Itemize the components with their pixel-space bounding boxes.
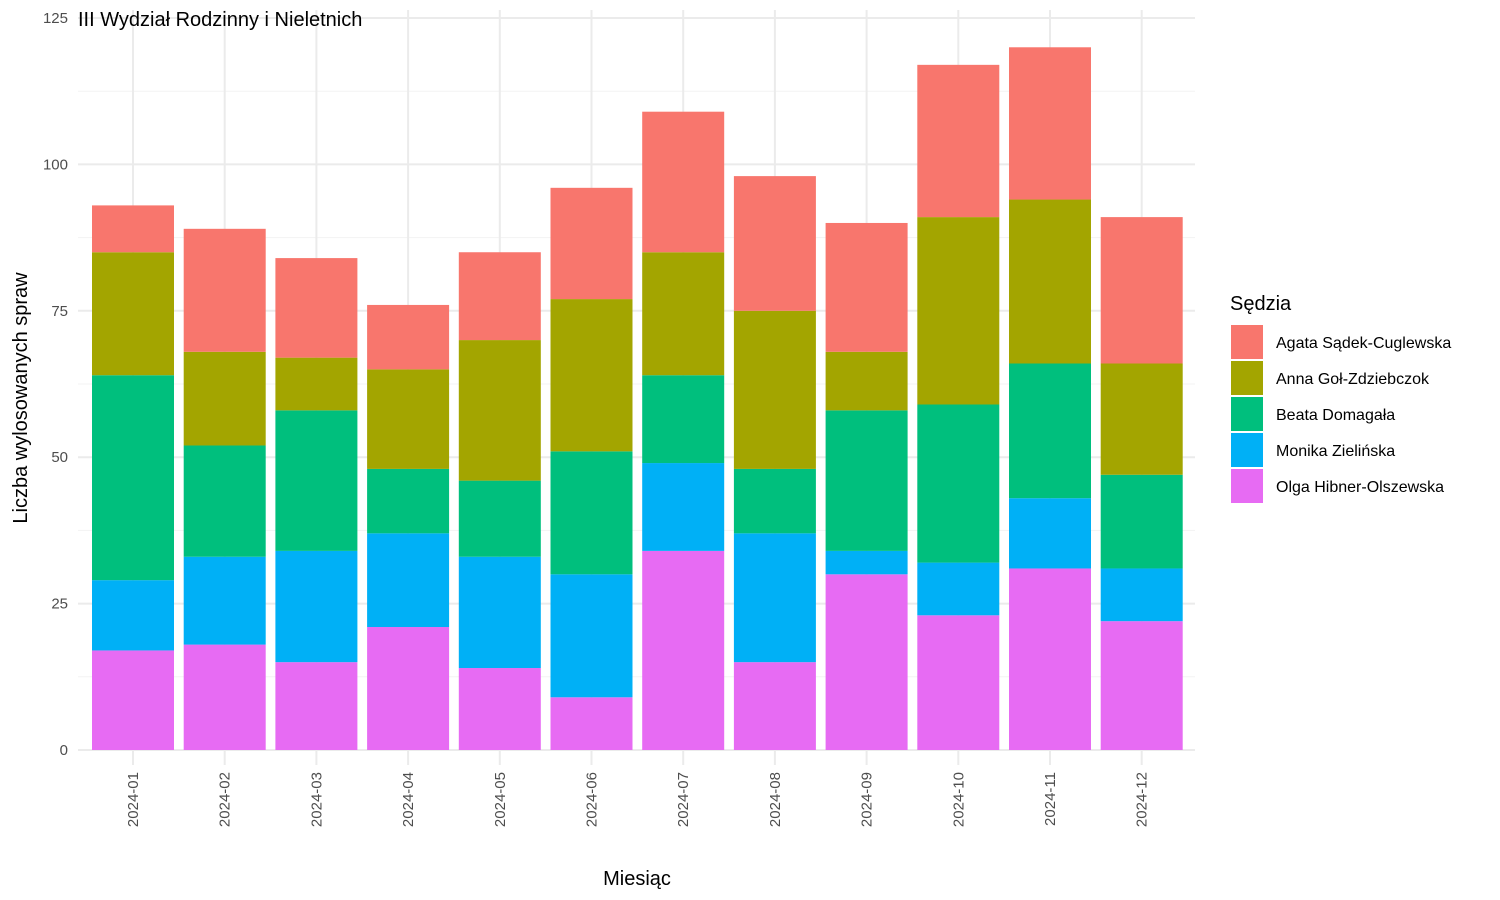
bar-segment — [458, 556, 541, 669]
bar-segment — [367, 369, 450, 469]
bar-segment — [1100, 621, 1183, 750]
bar-segment — [825, 222, 908, 352]
bar-segment — [275, 410, 358, 551]
bar-segment — [642, 375, 725, 464]
bars — [92, 47, 1183, 750]
x-tick-label: 2024-03 — [308, 772, 325, 827]
x-axis-ticks: 2024-01 2024-02 2024-03 2024-04 2024-05 2024-… — [125, 772, 1151, 827]
y-tick-label: 25 — [51, 596, 68, 613]
bar-segment — [917, 404, 1000, 563]
x-tick-label: 2024-04 — [400, 772, 417, 827]
legend-title: Sędzia — [1230, 293, 1292, 315]
bar-segment — [1100, 217, 1183, 364]
y-tick-label: 75 — [51, 303, 68, 320]
legend-label: Olga Hibner-Olszewska — [1276, 479, 1444, 496]
x-axis-title: Miesiąc — [603, 868, 671, 890]
bar-segment — [917, 562, 1000, 616]
bar-segment — [1009, 47, 1091, 200]
bar-segment — [733, 310, 816, 469]
x-tick-label: 2024-01 — [125, 772, 142, 827]
bar-segment — [1009, 363, 1091, 499]
x-tick-label: 2024-12 — [1134, 772, 1151, 827]
x-tick-label: 2024-08 — [767, 772, 784, 827]
bar-segment — [550, 299, 633, 452]
y-tick-label: 100 — [43, 156, 68, 173]
bar-segment — [458, 340, 541, 481]
bar-segment — [1100, 474, 1183, 569]
bar-segment — [458, 668, 541, 750]
x-tick-label: 2024-09 — [859, 772, 876, 827]
bar-segment — [458, 252, 541, 341]
bar-segment — [275, 662, 358, 750]
x-tick-label: 2024-07 — [675, 772, 692, 827]
bar-segment — [92, 252, 174, 376]
legend-label: Agata Sądek-Cuglewska — [1276, 335, 1451, 352]
x-tick-label: 2024-11 — [1042, 772, 1059, 826]
bar-segment — [917, 64, 1000, 218]
legend-swatch — [1231, 433, 1263, 467]
legend-swatch — [1231, 325, 1263, 359]
bar-segment — [92, 375, 174, 581]
legend-swatch — [1231, 397, 1263, 431]
chart-title: III Wydział Rodzinny i Nieletnich — [78, 9, 362, 31]
x-tick-label: 2024-05 — [492, 772, 509, 827]
bar-segment — [733, 468, 816, 534]
bar-segment — [275, 258, 358, 358]
bar-segment — [367, 468, 450, 534]
bar-segment — [917, 217, 1000, 405]
legend-label: Anna Goł-Zdziebczok — [1276, 371, 1430, 388]
y-axis-ticks: 0 25 50 75 100 125 — [43, 10, 68, 759]
legend-swatch — [1231, 469, 1263, 503]
bar-segment — [92, 650, 174, 750]
legend: Sędzia Agata Sądek-Cuglewska Anna Goł-Zdz… — [1230, 293, 1451, 503]
bar-segment — [183, 351, 266, 446]
bar-segment — [550, 451, 633, 575]
bar-segment — [550, 697, 633, 750]
bar-segment — [642, 111, 725, 253]
bar-segment — [92, 205, 174, 253]
bar-segment — [183, 644, 266, 750]
bar-segment — [550, 187, 633, 300]
bar-segment — [733, 176, 816, 311]
legend-label: Beata Domagała — [1276, 407, 1395, 424]
bar-segment — [825, 351, 908, 411]
x-tick-label: 2024-06 — [584, 772, 601, 827]
bar-segment — [825, 550, 908, 575]
bar-segment — [917, 615, 1000, 750]
bar-segment — [1100, 363, 1183, 475]
bar-segment — [275, 550, 358, 663]
bar-segment — [1009, 199, 1091, 364]
bar-segment — [1009, 568, 1091, 750]
bar-segment — [825, 574, 908, 750]
x-tick-label: 2024-10 — [950, 772, 967, 827]
bar-segment — [367, 627, 450, 750]
bar-segment — [1009, 498, 1091, 569]
bar-segment — [825, 410, 908, 551]
bar-segment — [458, 480, 541, 557]
y-tick-label: 0 — [60, 742, 68, 759]
bar-segment — [92, 580, 174, 651]
y-axis-title: Liczba wylosowanych spraw — [10, 272, 32, 524]
bar-segment — [550, 574, 633, 698]
bar-segment — [733, 533, 816, 663]
bar-segment — [183, 556, 266, 645]
y-tick-label: 125 — [43, 10, 68, 27]
bar-segment — [642, 550, 725, 750]
legend-swatch — [1231, 361, 1263, 395]
bar-segment — [367, 304, 450, 370]
legend-label: Monika Zielińska — [1276, 443, 1395, 460]
bar-segment — [642, 252, 725, 376]
bar-segment — [1100, 568, 1183, 622]
bar-segment — [367, 533, 450, 628]
bar-segment — [642, 463, 725, 551]
bar-segment — [183, 445, 266, 557]
bar-segment — [183, 228, 266, 352]
y-tick-label: 50 — [51, 449, 68, 466]
bar-segment — [275, 357, 358, 411]
x-tick-label: 2024-02 — [217, 772, 234, 827]
bar-segment — [733, 662, 816, 750]
